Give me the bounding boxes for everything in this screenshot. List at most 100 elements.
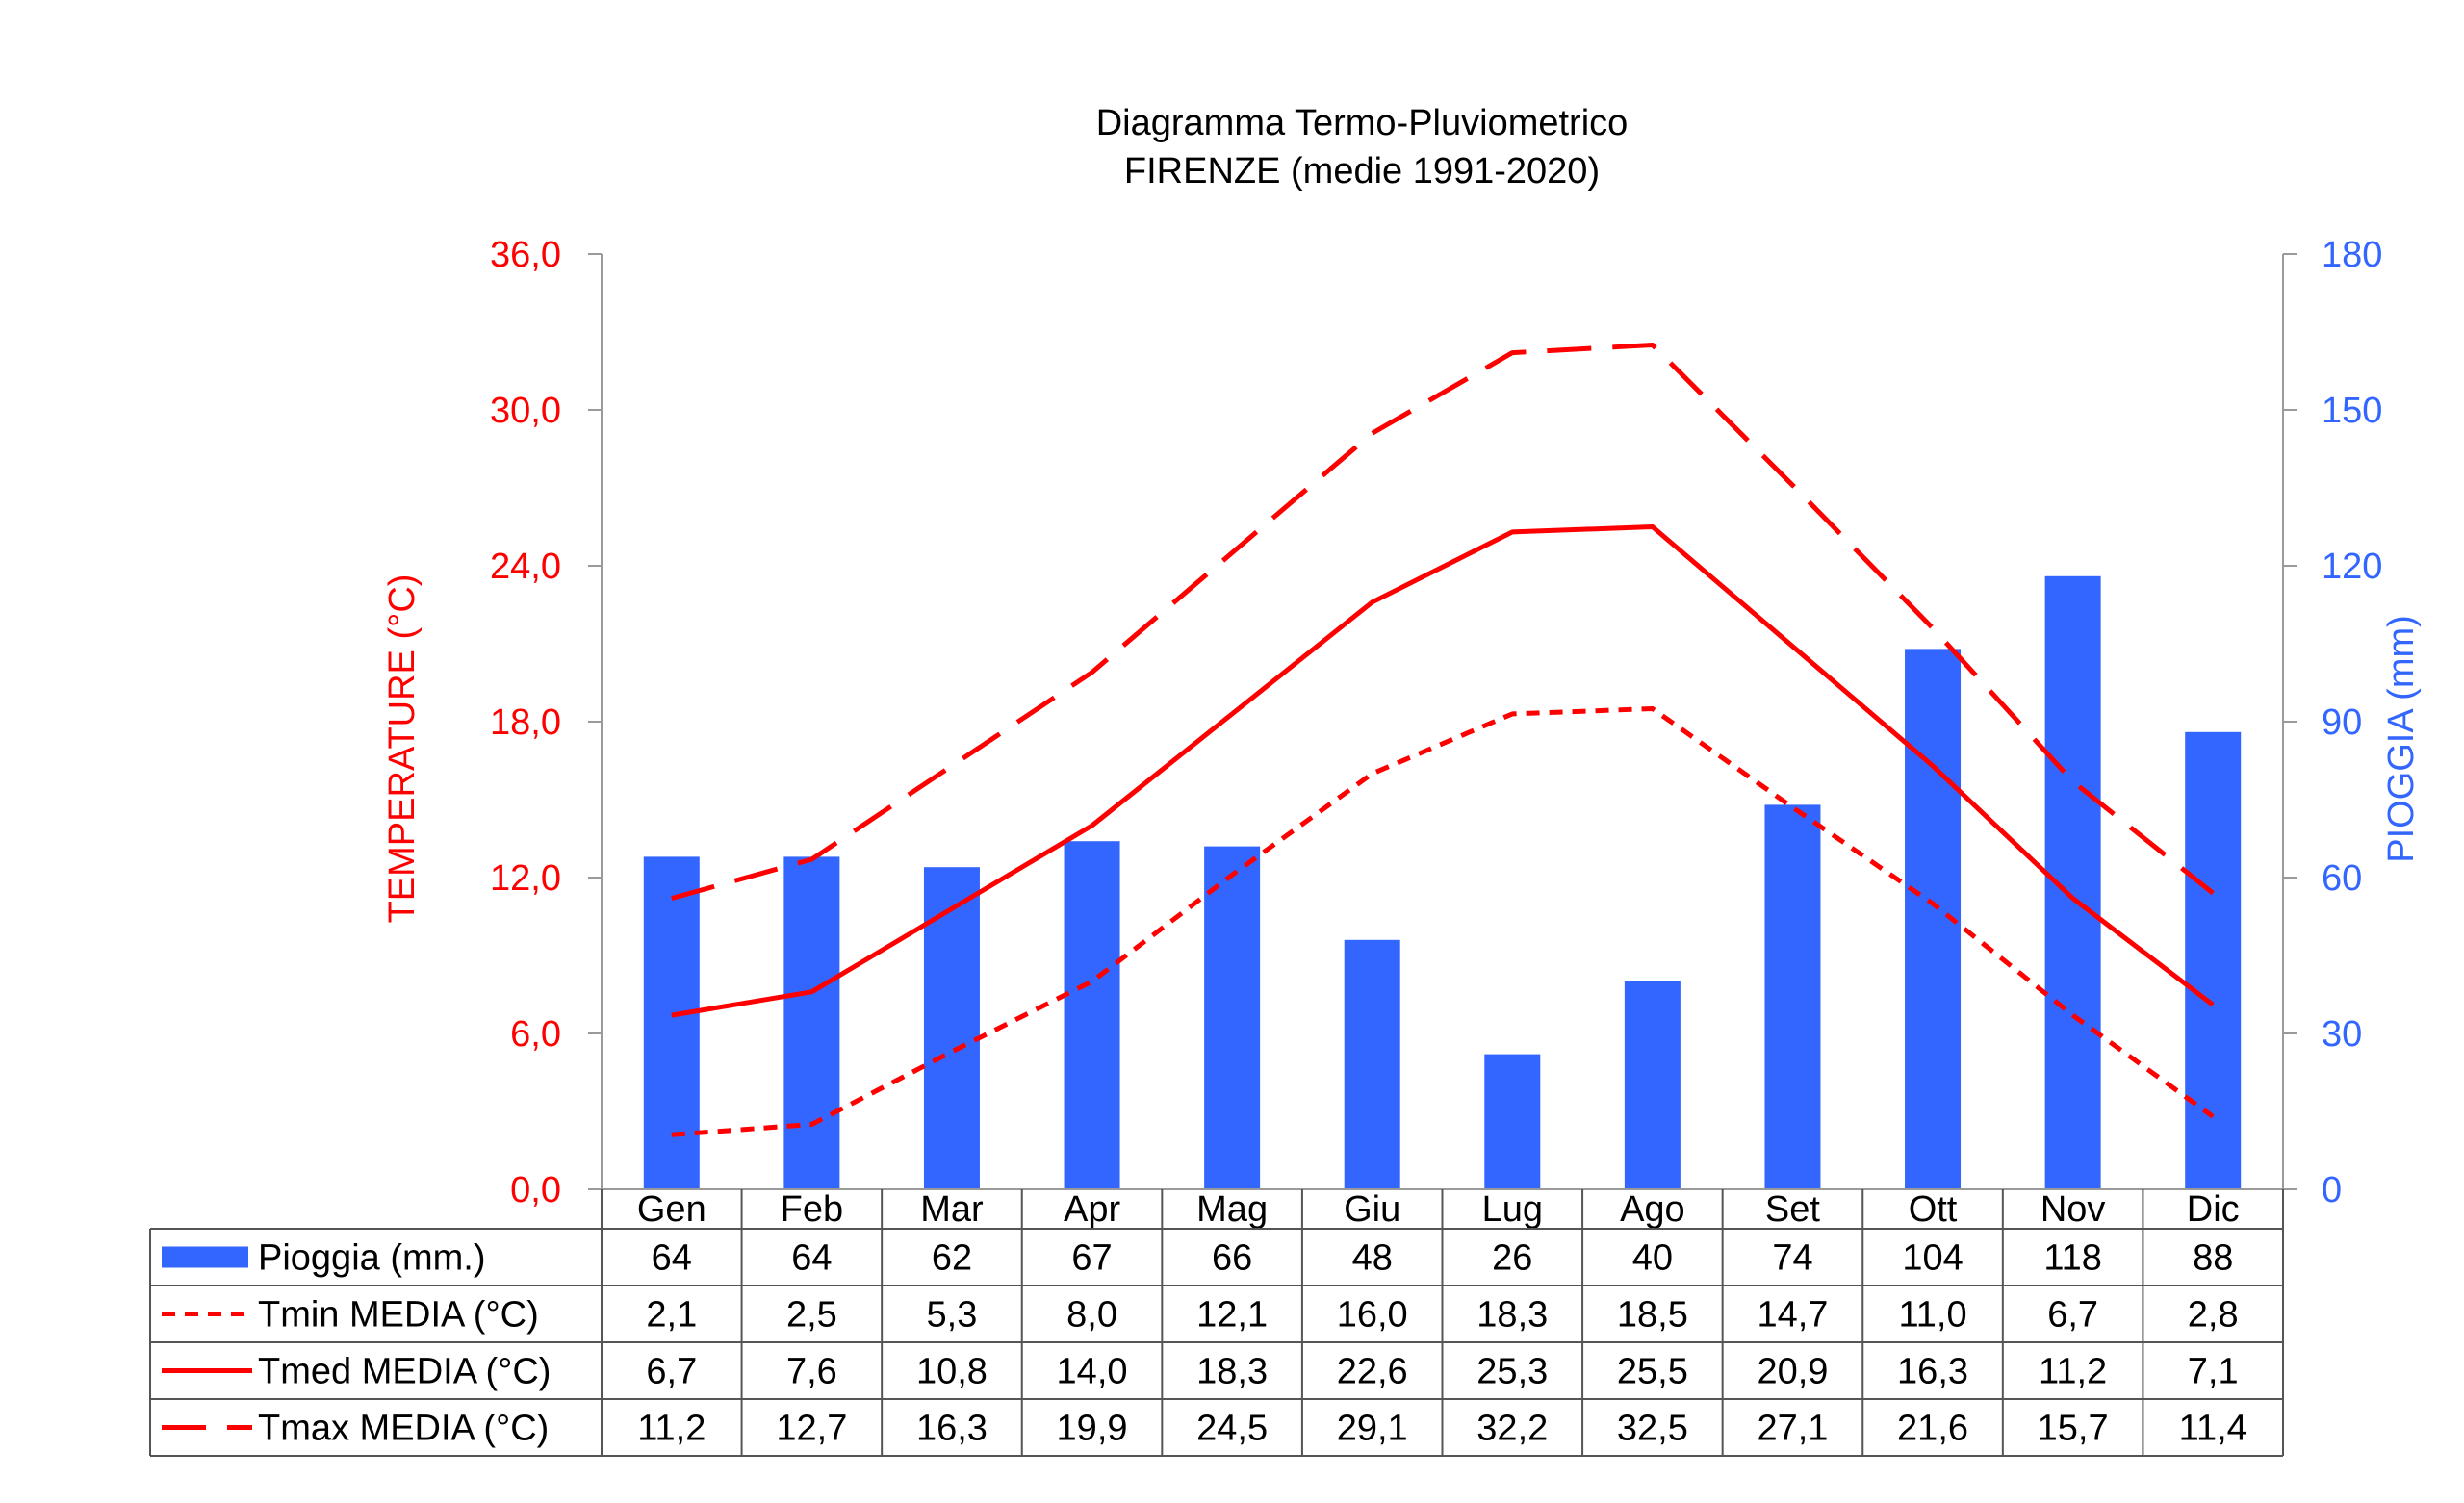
y-right-tick-label: 150 bbox=[2322, 391, 2382, 431]
tmin-line bbox=[671, 706, 2215, 1137]
y-left-tick-label: 36,0 bbox=[490, 235, 561, 275]
y-right-tick-label: 120 bbox=[2322, 547, 2382, 587]
table-cell-pioggia-ott: 104 bbox=[1902, 1238, 1963, 1279]
rain-bar-dic bbox=[2185, 731, 2242, 1189]
y-right-tick-label: 60 bbox=[2322, 858, 2362, 899]
table-cell-tmed-set: 20,9 bbox=[1757, 1352, 1828, 1392]
data-table: Gen Feb Mar Apr Mag Giu Lug Ago Set Ott Nov Dic Piog… bbox=[149, 1189, 2284, 1457]
category-label-lug: Lug bbox=[1482, 1189, 1543, 1230]
y-right-tick-label: 30 bbox=[2322, 1014, 2362, 1055]
y-left-tick-label: 6,0 bbox=[510, 1014, 561, 1055]
category-label-ago: Ago bbox=[1620, 1189, 1685, 1230]
y-left-tick-label: 18,0 bbox=[490, 702, 561, 743]
rain-bar-ago bbox=[1624, 981, 1681, 1189]
legend-label-pioggia: Pioggia (mm.) bbox=[258, 1238, 486, 1279]
table-cell-tmed-mar: 10,8 bbox=[916, 1352, 988, 1392]
table-cell-pioggia-set: 74 bbox=[1772, 1238, 1812, 1279]
category-label-mag: Mag bbox=[1196, 1189, 1268, 1230]
table-cell-tmin-set: 14,7 bbox=[1757, 1295, 1828, 1336]
temperature-lines bbox=[671, 343, 2215, 1137]
table-cell-tmin-nov: 6,7 bbox=[2047, 1295, 2098, 1336]
rain-bar-lug bbox=[1484, 1054, 1541, 1189]
rain-bar-apr bbox=[1064, 841, 1120, 1189]
table-cell-tmax-mar: 16,3 bbox=[916, 1409, 988, 1449]
legend-label-tmed: Tmed MEDIA (°C) bbox=[258, 1352, 551, 1392]
rain-bar-gen bbox=[643, 856, 700, 1189]
table-cell-tmed-lug: 25,3 bbox=[1476, 1352, 1548, 1392]
axes: 0,0 0 6,0 30 12,0 60 18,0 90 24,0 120 30,0 150 36,0 1… bbox=[490, 235, 2382, 1210]
table-cell-tmed-feb: 7,6 bbox=[786, 1352, 837, 1392]
table-cell-tmin-ago: 18,5 bbox=[1617, 1295, 1688, 1336]
rain-bar-giu bbox=[1344, 939, 1400, 1189]
table-cell-pioggia-gen: 64 bbox=[652, 1238, 692, 1279]
table-cell-tmed-nov: 11,2 bbox=[2039, 1352, 2107, 1392]
table-cell-tmax-gen: 11,2 bbox=[637, 1409, 706, 1449]
table-cell-tmax-dic: 11,4 bbox=[2179, 1409, 2247, 1449]
category-label-nov: Nov bbox=[2040, 1189, 2106, 1230]
tmed-line bbox=[671, 524, 2215, 1018]
table-cell-tmax-set: 27,1 bbox=[1757, 1409, 1828, 1449]
table-cell-pioggia-apr: 67 bbox=[1071, 1238, 1112, 1279]
table-cell-tmin-ott: 11,0 bbox=[1898, 1295, 1966, 1336]
y-right-axis-label: PIOGGIA (mm) bbox=[2381, 615, 2422, 863]
y-right-tick-label: 180 bbox=[2322, 235, 2382, 275]
table-cell-tmax-mag: 24,5 bbox=[1196, 1409, 1268, 1449]
rain-bar-feb bbox=[783, 856, 840, 1189]
table-cell-tmin-mag: 12,1 bbox=[1196, 1295, 1268, 1336]
table-cell-tmed-apr: 14,0 bbox=[1057, 1352, 1128, 1392]
y-left-tick-label: 24,0 bbox=[490, 547, 561, 587]
table-cell-tmax-nov: 15,7 bbox=[2038, 1409, 2109, 1449]
y-left-axis-label: TEMPERATURE (°C) bbox=[382, 574, 423, 924]
y-left-tick-label: 0,0 bbox=[510, 1170, 561, 1210]
table-cell-tmin-feb: 2,5 bbox=[786, 1295, 837, 1336]
table-cell-tmin-dic: 2,8 bbox=[2188, 1295, 2239, 1336]
category-label-feb: Feb bbox=[781, 1189, 843, 1230]
table-cell-pioggia-lug: 26 bbox=[1492, 1238, 1532, 1279]
table-cell-pioggia-dic: 88 bbox=[2193, 1238, 2233, 1279]
table-cell-tmax-lug: 32,2 bbox=[1476, 1409, 1548, 1449]
table-cell-pioggia-nov: 118 bbox=[2043, 1238, 2102, 1279]
y-left-tick-label: 12,0 bbox=[490, 858, 561, 899]
table-cell-tmed-gen: 6,7 bbox=[646, 1352, 697, 1392]
chart-title-line1: Diagramma Termo-Pluviometrico bbox=[1096, 103, 1629, 143]
table-cell-tmax-apr: 19,9 bbox=[1057, 1409, 1128, 1449]
table-cell-tmin-giu: 16,0 bbox=[1337, 1295, 1408, 1336]
table-cell-pioggia-feb: 64 bbox=[791, 1238, 832, 1279]
table-cell-tmax-ott: 21,6 bbox=[1897, 1409, 1968, 1449]
table-cell-tmax-feb: 12,7 bbox=[776, 1409, 847, 1449]
table-cell-tmax-ago: 32,5 bbox=[1617, 1409, 1688, 1449]
rain-bar-mar bbox=[923, 867, 980, 1189]
rain-bar-set bbox=[1764, 804, 1821, 1189]
category-label-mar: Mar bbox=[920, 1189, 984, 1230]
table-cell-pioggia-giu: 48 bbox=[1352, 1238, 1393, 1279]
category-label-dic: Dic bbox=[2187, 1189, 2240, 1230]
table-cell-tmed-ago: 25,5 bbox=[1617, 1352, 1688, 1392]
category-label-ott: Ott bbox=[1909, 1189, 1958, 1230]
tmax-line bbox=[671, 343, 2215, 902]
table-cell-pioggia-ago: 40 bbox=[1632, 1238, 1673, 1279]
y-right-tick-label: 90 bbox=[2322, 702, 2362, 743]
table-cell-tmed-mag: 18,3 bbox=[1196, 1352, 1268, 1392]
chart-title-line2: FIRENZE (medie 1991-2020) bbox=[1124, 151, 1600, 191]
y-right-tick-label: 0 bbox=[2322, 1170, 2342, 1210]
category-label-set: Set bbox=[1765, 1189, 1820, 1230]
legend-swatch-pioggia bbox=[162, 1246, 248, 1268]
legend-label-tmin: Tmin MEDIA (°C) bbox=[258, 1295, 539, 1336]
table-cell-tmin-lug: 18,3 bbox=[1476, 1295, 1548, 1336]
table-cell-pioggia-mar: 62 bbox=[932, 1238, 972, 1279]
rain-bars bbox=[643, 575, 2242, 1189]
category-label-apr: Apr bbox=[1064, 1189, 1120, 1230]
category-label-giu: Giu bbox=[1344, 1189, 1400, 1230]
category-label-gen: Gen bbox=[637, 1189, 706, 1230]
rain-bar-mag bbox=[1204, 846, 1261, 1189]
table-cell-tmax-giu: 29,1 bbox=[1337, 1409, 1408, 1449]
table-cell-tmed-ott: 16,3 bbox=[1897, 1352, 1968, 1392]
table-cell-tmed-dic: 7,1 bbox=[2188, 1352, 2239, 1392]
y-left-tick-label: 30,0 bbox=[490, 391, 561, 431]
legend-label-tmax: Tmax MEDIA (°C) bbox=[258, 1409, 549, 1449]
table-cell-tmin-mar: 5,3 bbox=[927, 1295, 978, 1336]
table-cell-tmed-giu: 22,6 bbox=[1337, 1352, 1408, 1392]
table-cell-pioggia-mag: 66 bbox=[1212, 1238, 1252, 1279]
table-cell-tmin-apr: 8,0 bbox=[1066, 1295, 1117, 1336]
